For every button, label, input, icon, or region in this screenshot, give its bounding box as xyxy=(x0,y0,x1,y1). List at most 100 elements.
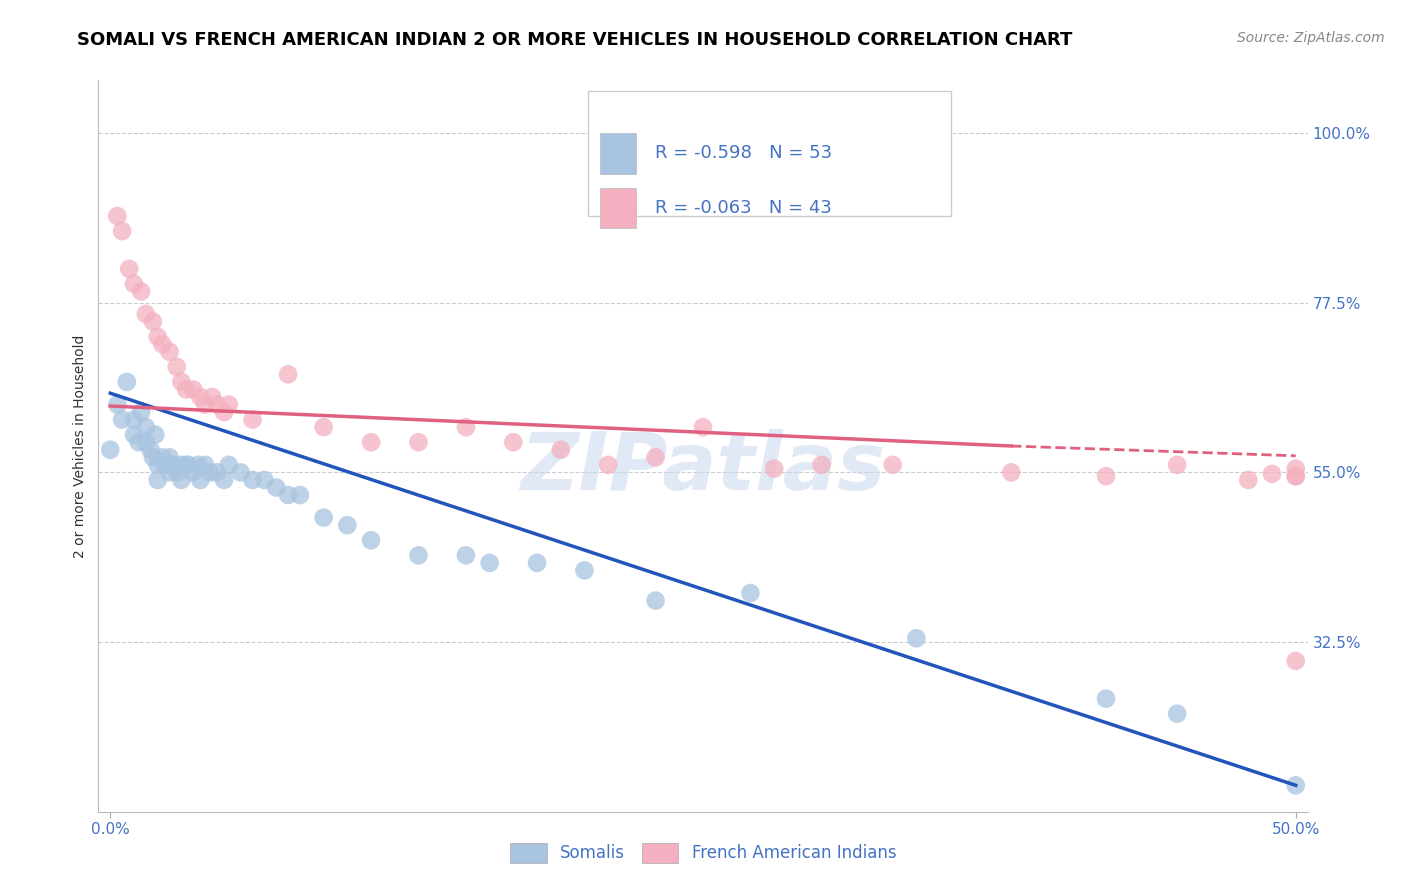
Point xyxy=(212,405,235,419)
Point xyxy=(174,458,197,472)
Point xyxy=(882,458,904,472)
Point xyxy=(212,473,235,487)
Point xyxy=(98,442,121,457)
Point xyxy=(1095,691,1118,706)
Point xyxy=(152,337,174,351)
Point xyxy=(598,458,620,472)
Point xyxy=(692,420,714,434)
Point xyxy=(360,533,382,548)
Y-axis label: 2 or more Vehicles in Household: 2 or more Vehicles in Household xyxy=(73,334,87,558)
Point xyxy=(242,412,264,426)
Point xyxy=(478,556,501,570)
Point xyxy=(190,473,212,487)
Point xyxy=(194,398,217,412)
Point xyxy=(454,420,477,434)
Point xyxy=(1285,654,1308,668)
Point xyxy=(1166,706,1188,721)
FancyBboxPatch shape xyxy=(600,133,637,174)
Point xyxy=(312,510,335,524)
Point xyxy=(122,427,145,442)
Point xyxy=(170,473,193,487)
Point xyxy=(810,458,832,472)
Point xyxy=(574,563,596,577)
Point xyxy=(159,466,181,480)
FancyBboxPatch shape xyxy=(588,91,950,216)
Point xyxy=(277,368,299,382)
Point xyxy=(181,383,204,397)
Point xyxy=(142,450,165,465)
Point xyxy=(218,458,240,472)
Point xyxy=(360,435,382,450)
Point xyxy=(264,480,287,494)
Point xyxy=(242,473,264,487)
Point xyxy=(170,375,193,389)
Point xyxy=(146,458,169,472)
Point xyxy=(408,549,430,563)
Point xyxy=(205,398,228,412)
Point xyxy=(194,458,217,472)
Point xyxy=(177,458,200,472)
Point xyxy=(111,412,134,426)
Point xyxy=(454,549,477,563)
Point xyxy=(905,632,928,646)
Point xyxy=(128,435,150,450)
Point xyxy=(105,209,128,223)
Text: ZIPatlas: ZIPatlas xyxy=(520,429,886,507)
Point xyxy=(146,473,169,487)
Point xyxy=(550,442,572,457)
Point xyxy=(1261,467,1284,481)
Point xyxy=(163,458,186,472)
Point xyxy=(763,461,786,475)
Point xyxy=(1285,461,1308,475)
Point xyxy=(170,458,193,472)
Text: SOMALI VS FRENCH AMERICAN INDIAN 2 OR MORE VEHICLES IN HOUSEHOLD CORRELATION CHA: SOMALI VS FRENCH AMERICAN INDIAN 2 OR MO… xyxy=(77,31,1073,49)
Point xyxy=(105,398,128,412)
Point xyxy=(166,466,188,480)
Point xyxy=(198,466,221,480)
Point xyxy=(229,466,252,480)
Point xyxy=(1285,469,1308,483)
Point xyxy=(218,398,240,412)
Point xyxy=(312,420,335,434)
Point xyxy=(111,224,134,238)
Point xyxy=(159,344,181,359)
Legend: Somalis, French American Indians: Somalis, French American Indians xyxy=(503,837,903,869)
Point xyxy=(122,277,145,291)
Point xyxy=(181,466,204,480)
Point xyxy=(1166,458,1188,472)
FancyBboxPatch shape xyxy=(600,188,637,228)
Point xyxy=(118,261,141,276)
Point xyxy=(142,315,165,329)
Point xyxy=(190,390,212,404)
Point xyxy=(502,435,524,450)
Point xyxy=(153,458,176,472)
Point xyxy=(336,518,359,533)
Point xyxy=(174,383,197,397)
Point xyxy=(644,450,666,465)
Point xyxy=(139,442,162,457)
Point xyxy=(166,359,188,374)
Point xyxy=(740,586,762,600)
Point xyxy=(129,405,152,419)
Point xyxy=(1000,466,1022,480)
Point xyxy=(135,420,157,434)
Point xyxy=(1285,778,1308,792)
Point xyxy=(1237,473,1260,487)
Point xyxy=(146,329,169,343)
Text: R = -0.598   N = 53: R = -0.598 N = 53 xyxy=(655,145,832,162)
Point xyxy=(253,473,276,487)
Point xyxy=(408,435,430,450)
Point xyxy=(135,435,157,450)
Point xyxy=(644,593,666,607)
Point xyxy=(152,450,174,465)
Point xyxy=(277,488,299,502)
Point xyxy=(201,390,224,404)
Point xyxy=(143,427,166,442)
Point xyxy=(526,556,548,570)
Text: Source: ZipAtlas.com: Source: ZipAtlas.com xyxy=(1237,31,1385,45)
Point xyxy=(1095,469,1118,483)
Point xyxy=(115,375,138,389)
Point xyxy=(122,412,145,426)
Point xyxy=(205,466,228,480)
Point xyxy=(1285,469,1308,483)
